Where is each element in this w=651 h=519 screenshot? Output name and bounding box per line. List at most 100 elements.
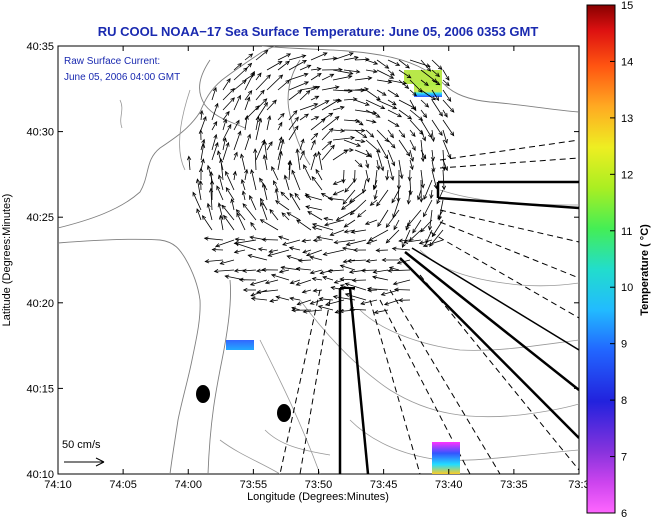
current-vector-head	[447, 154, 452, 159]
current-vector-head	[237, 130, 242, 136]
current-vector	[188, 156, 191, 171]
current-vector-head	[247, 254, 253, 259]
current-vector-head	[445, 81, 450, 87]
current-vector-head	[281, 212, 287, 217]
current-vector-head	[227, 123, 232, 129]
annotation-line1: Raw Surface Current:	[64, 56, 160, 67]
y-tick-label: 40:15	[26, 383, 54, 395]
current-vector	[268, 249, 290, 257]
current-vector	[296, 219, 312, 231]
current-vector-head	[244, 114, 249, 120]
current-vector-head	[209, 179, 215, 185]
current-vector	[288, 125, 299, 141]
current-vector-head	[316, 72, 322, 78]
current-vector-head	[309, 270, 315, 275]
current-vector	[389, 267, 400, 271]
x-axis: 74:10 74:05 74:00 73:55 73:50 73:45 73:40 73:35…	[44, 46, 590, 491]
current-vector	[423, 199, 433, 217]
current-vector-head	[317, 305, 323, 310]
current-vector	[419, 239, 433, 244]
current-vector	[342, 247, 356, 251]
current-vector-head	[294, 125, 299, 131]
current-vector-head	[424, 81, 429, 87]
current-vector	[391, 189, 400, 203]
current-vector-head	[225, 141, 230, 147]
current-vector-head	[429, 194, 434, 200]
current-vector	[417, 189, 422, 200]
current-vector	[220, 259, 235, 265]
current-vector	[352, 279, 367, 281]
current-vector	[351, 229, 367, 233]
current-vector	[343, 69, 360, 73]
current-vector	[235, 238, 246, 241]
current-vector-head	[240, 153, 245, 159]
current-vectors	[187, 49, 455, 315]
current-vector	[289, 247, 301, 251]
current-vector-head	[216, 185, 221, 191]
current-vector	[341, 199, 356, 210]
current-vector	[376, 189, 389, 207]
current-vector-head	[312, 288, 318, 293]
current-vector	[289, 193, 301, 211]
colorbar-tick-label: 15	[621, 0, 633, 12]
current-vector	[255, 90, 265, 101]
current-vector	[409, 119, 424, 135]
current-vector-head	[225, 187, 230, 192]
current-vector	[287, 255, 301, 261]
current-vector-head	[424, 103, 430, 108]
current-vector	[398, 109, 412, 120]
current-vector	[386, 229, 400, 244]
current-vector	[442, 89, 452, 102]
current-vector-head	[333, 240, 339, 245]
x-tick-label: 73:3	[568, 479, 589, 491]
colorbar-tick-label: 9	[621, 339, 627, 351]
current-vector-head	[256, 289, 262, 294]
current-vector-head	[392, 281, 398, 286]
current-vector-head	[360, 128, 366, 133]
current-vector	[438, 199, 444, 220]
current-vector-head	[250, 70, 255, 76]
current-vector	[319, 298, 334, 301]
current-vector	[354, 77, 372, 81]
current-vector	[303, 309, 323, 313]
current-vector-head	[407, 115, 413, 120]
current-vector	[211, 142, 219, 161]
current-vector-head	[250, 221, 255, 227]
current-vector	[299, 90, 311, 101]
current-vector-head	[278, 136, 283, 142]
current-vector-head	[274, 187, 279, 193]
current-vector-head	[434, 96, 440, 102]
current-vector-head	[372, 69, 378, 74]
current-vector	[366, 259, 378, 262]
current-vector	[222, 142, 229, 161]
current-vector	[442, 169, 445, 190]
current-vector-head	[422, 136, 426, 142]
current-vector	[281, 266, 301, 271]
current-vector	[236, 212, 246, 231]
current-vector	[321, 128, 334, 141]
current-vector-head	[373, 195, 378, 201]
current-vector-head	[348, 70, 354, 76]
current-vector-head	[349, 147, 354, 153]
current-vector-head	[417, 88, 423, 93]
current-vector-head	[270, 273, 276, 278]
current-vector-head	[198, 180, 203, 185]
current-vector-head	[249, 235, 255, 240]
current-vector	[409, 179, 412, 195]
current-vector	[294, 193, 301, 201]
current-vector-head	[214, 141, 219, 147]
current-vector-head	[262, 98, 268, 103]
current-vector-head	[232, 170, 237, 176]
current-vector	[309, 256, 323, 261]
current-vector	[388, 269, 411, 272]
current-vector	[431, 89, 439, 101]
current-vector-head	[242, 79, 247, 85]
current-vector-head	[322, 52, 328, 57]
current-vector-head	[250, 292, 256, 297]
current-vector-head	[311, 223, 317, 227]
current-vector	[242, 203, 257, 221]
current-vector-head	[304, 81, 310, 86]
current-vector	[332, 137, 355, 141]
current-vector-head	[309, 300, 315, 305]
current-vector-head	[257, 247, 263, 252]
